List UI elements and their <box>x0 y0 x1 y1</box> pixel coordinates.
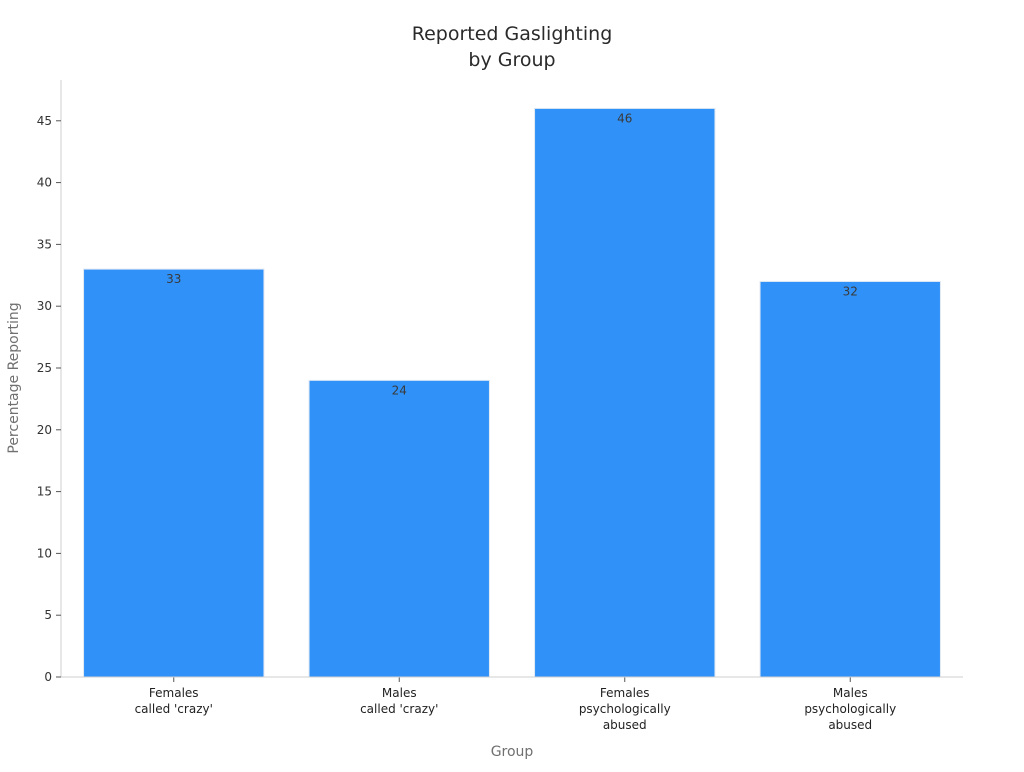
bar-1 <box>83 268 265 678</box>
bar-value-label-1: 33 <box>166 272 181 286</box>
y-tick-label-10: 10 <box>37 546 52 560</box>
y-axis-title: Percentage Reporting <box>6 302 22 453</box>
bar-value-label-2: 24 <box>392 383 407 397</box>
x-tick-label-3: Females psychologically abused <box>579 686 671 732</box>
chart-title-line-1: Reported Gaslighting <box>412 23 613 45</box>
bar-3 <box>534 107 716 678</box>
bar-value-label-3: 46 <box>617 111 632 125</box>
y-tick-label-45: 45 <box>37 114 52 128</box>
x-tick-label-2: Males called 'crazy' <box>360 686 438 716</box>
y-tick-label-15: 15 <box>37 485 52 499</box>
bars-layer: 33 24 46 32 <box>83 107 941 678</box>
x-tick-label-4: Males psychologically abused <box>804 686 896 732</box>
y-tick-label-25: 25 <box>37 361 52 375</box>
y-tick-label-5: 5 <box>44 608 52 622</box>
y-tick-label-30: 30 <box>37 299 52 313</box>
x-axis-title: Group <box>491 744 534 760</box>
bar-4 <box>759 280 941 678</box>
bar-value-label-4: 32 <box>843 284 858 298</box>
axes-layer: Females called 'crazy' Males called 'crazy'… <box>37 80 963 732</box>
y-tick-label-35: 35 <box>37 237 52 251</box>
x-tick-label-1: Females called 'crazy' <box>135 686 213 716</box>
bar-2 <box>308 379 490 678</box>
y-tick-label-0: 0 <box>44 670 52 684</box>
y-tick-label-20: 20 <box>37 423 52 437</box>
chart-title-line-2: by Group <box>468 49 555 71</box>
y-tick-label-40: 40 <box>37 176 52 190</box>
